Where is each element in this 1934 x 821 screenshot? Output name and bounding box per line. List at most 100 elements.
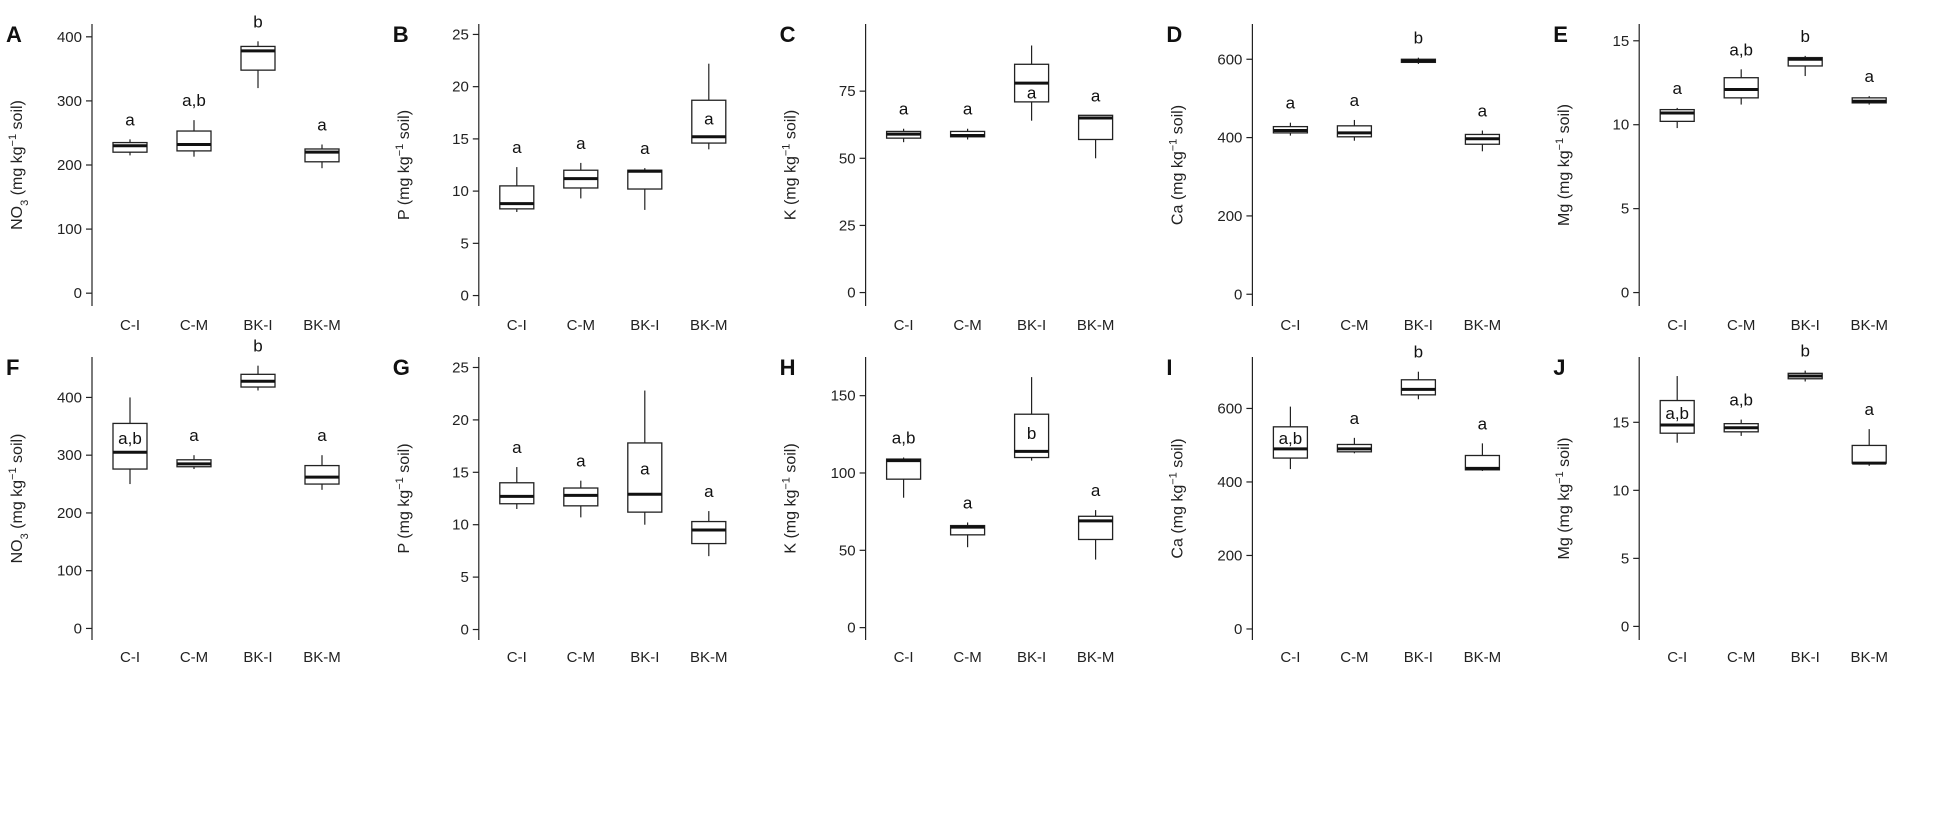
significance-label: a <box>1864 400 1874 419</box>
panel-label: A <box>6 22 22 47</box>
significance-label: b <box>1414 29 1423 48</box>
y-tick-label: 100 <box>831 465 856 482</box>
x-category-label: BK-M <box>690 649 728 666</box>
x-category-label: C-M <box>567 649 595 666</box>
significance-label: b <box>1027 424 1036 443</box>
box-iqr <box>691 520 727 545</box>
box-bk-m: a <box>1464 102 1501 152</box>
significance-label: a <box>640 460 650 479</box>
box-iqr <box>499 482 535 505</box>
significance-label: a <box>125 110 135 129</box>
panel-a: A 0 100 200 300 400 NO3 (mg kg−1 soil) a C-I a,b C… <box>6 12 341 334</box>
significance-label: b <box>1800 27 1809 46</box>
box-bk-m: a <box>304 426 340 490</box>
y-tick-label: 0 <box>460 288 468 305</box>
significance-label: a <box>640 139 650 158</box>
box-iqr <box>563 487 599 507</box>
panel-label: J <box>1553 355 1565 380</box>
box-c-m: a <box>1336 91 1373 141</box>
y-tick-label: 10 <box>1613 117 1630 134</box>
x-category-label: BK-I <box>243 649 272 666</box>
box-c-m: a <box>563 452 599 518</box>
box-c-i: a <box>499 438 535 509</box>
y-tick-label: 300 <box>57 93 82 110</box>
box-c-m: a,b <box>176 91 212 157</box>
box-c-i: a <box>1272 94 1309 136</box>
y-tick-label: 300 <box>57 447 82 464</box>
y-tick-label: 100 <box>57 563 82 580</box>
box-iqr <box>1659 108 1695 123</box>
box-c-i: a,b <box>112 397 148 485</box>
x-category-label: BK-M <box>303 649 341 666</box>
x-category-label: BK-I <box>1791 649 1820 666</box>
panel-f: F 0 100 200 300 400 NO3 (mg kg−1 soil) a,b C-I a C… <box>6 337 341 666</box>
x-category-label: C-M <box>1727 317 1755 334</box>
x-category-label: BK-I <box>630 317 659 334</box>
x-category-label: C-M <box>567 317 595 334</box>
panel-c: C 0 25 50 75 K (mg kg−1 soil) a C-I a C-M a BK-I a BK… <box>780 22 1115 334</box>
x-category-label: C-I <box>894 649 914 666</box>
y-tick-label: 200 <box>57 505 82 522</box>
box-c-m: a <box>1336 409 1373 454</box>
y-tick-label: 0 <box>74 285 82 302</box>
x-category-label: C-I <box>1667 649 1687 666</box>
significance-label: b <box>1414 343 1423 362</box>
box-c-i: a <box>499 138 535 212</box>
significance-label: a <box>963 493 973 512</box>
y-axis-label: P (mg kg−1 soil) <box>394 443 413 553</box>
significance-label: a,b <box>118 429 142 448</box>
y-tick-label: 0 <box>1621 618 1629 635</box>
x-category-label: C-M <box>1340 649 1368 666</box>
box-bk-i: b <box>240 337 276 391</box>
box-c-i: a <box>1659 79 1695 129</box>
y-tick-label: 75 <box>839 83 856 100</box>
box-c-m: a <box>949 493 986 548</box>
y-tick-label: 0 <box>1234 621 1242 638</box>
significance-label: a <box>1350 91 1360 110</box>
y-tick-label: 5 <box>460 235 468 252</box>
box-iqr <box>1659 399 1695 434</box>
significance-label: a <box>704 110 714 129</box>
panel-label: D <box>1166 22 1182 47</box>
box-bk-m: a <box>1464 414 1501 471</box>
significance-label: a <box>704 482 714 501</box>
y-tick-label: 150 <box>831 388 856 405</box>
x-category-label: C-M <box>180 317 208 334</box>
x-category-label: BK-M <box>1464 649 1502 666</box>
significance-label: a <box>1286 94 1296 113</box>
y-tick-label: 0 <box>1621 285 1629 302</box>
box-bk-i: a <box>627 139 663 210</box>
x-category-label: BK-M <box>1464 317 1502 334</box>
panel-label: I <box>1166 355 1172 380</box>
panel-j: J 0 5 10 15 Mg (mg kg−1 soil) a,b C-I a,b C-M b BK-… <box>1553 342 1888 666</box>
y-tick-label: 600 <box>1217 400 1242 417</box>
x-category-label: C-I <box>1667 317 1687 334</box>
significance-label: a,b <box>182 91 206 110</box>
y-tick-label: 0 <box>1234 286 1242 303</box>
y-axis-label: Mg (mg kg−1 soil) <box>1554 104 1573 226</box>
box-iqr <box>949 524 986 536</box>
box-c-i: a,b <box>1659 376 1695 443</box>
box-c-i: a,b <box>1272 406 1309 470</box>
y-tick-label: 5 <box>460 569 468 586</box>
significance-label: a <box>1478 414 1488 433</box>
y-axis-label: K (mg kg−1 soil) <box>781 110 800 220</box>
y-tick-label: 5 <box>1621 550 1629 567</box>
box-iqr <box>1336 125 1373 138</box>
y-axis-label: NO3 (mg kg−1 soil) <box>7 100 31 230</box>
panel-b: B 0 5 10 15 20 25 P (mg kg−1 soil) a C-I a C-M a BK-I… <box>393 22 728 334</box>
x-category-label: C-M <box>953 649 981 666</box>
y-axis-label: Ca (mg kg−1 soil) <box>1167 105 1186 225</box>
panel-e: E 0 5 10 15 Mg (mg kg−1 soil) a C-I a,b C-M b BK-I a… <box>1553 22 1888 334</box>
x-category-label: BK-I <box>630 649 659 666</box>
significance-label: a,b <box>1665 404 1689 423</box>
box-bk-m: a <box>1851 67 1887 105</box>
significance-label: a,b <box>1279 429 1303 448</box>
x-category-label: BK-M <box>1077 317 1115 334</box>
y-tick-label: 25 <box>839 217 856 234</box>
box-bk-m: a <box>691 482 727 557</box>
box-c-i: a <box>885 100 922 143</box>
y-tick-label: 15 <box>452 131 469 148</box>
x-category-label: BK-M <box>1850 317 1888 334</box>
box-bk-m: a <box>1851 400 1887 466</box>
